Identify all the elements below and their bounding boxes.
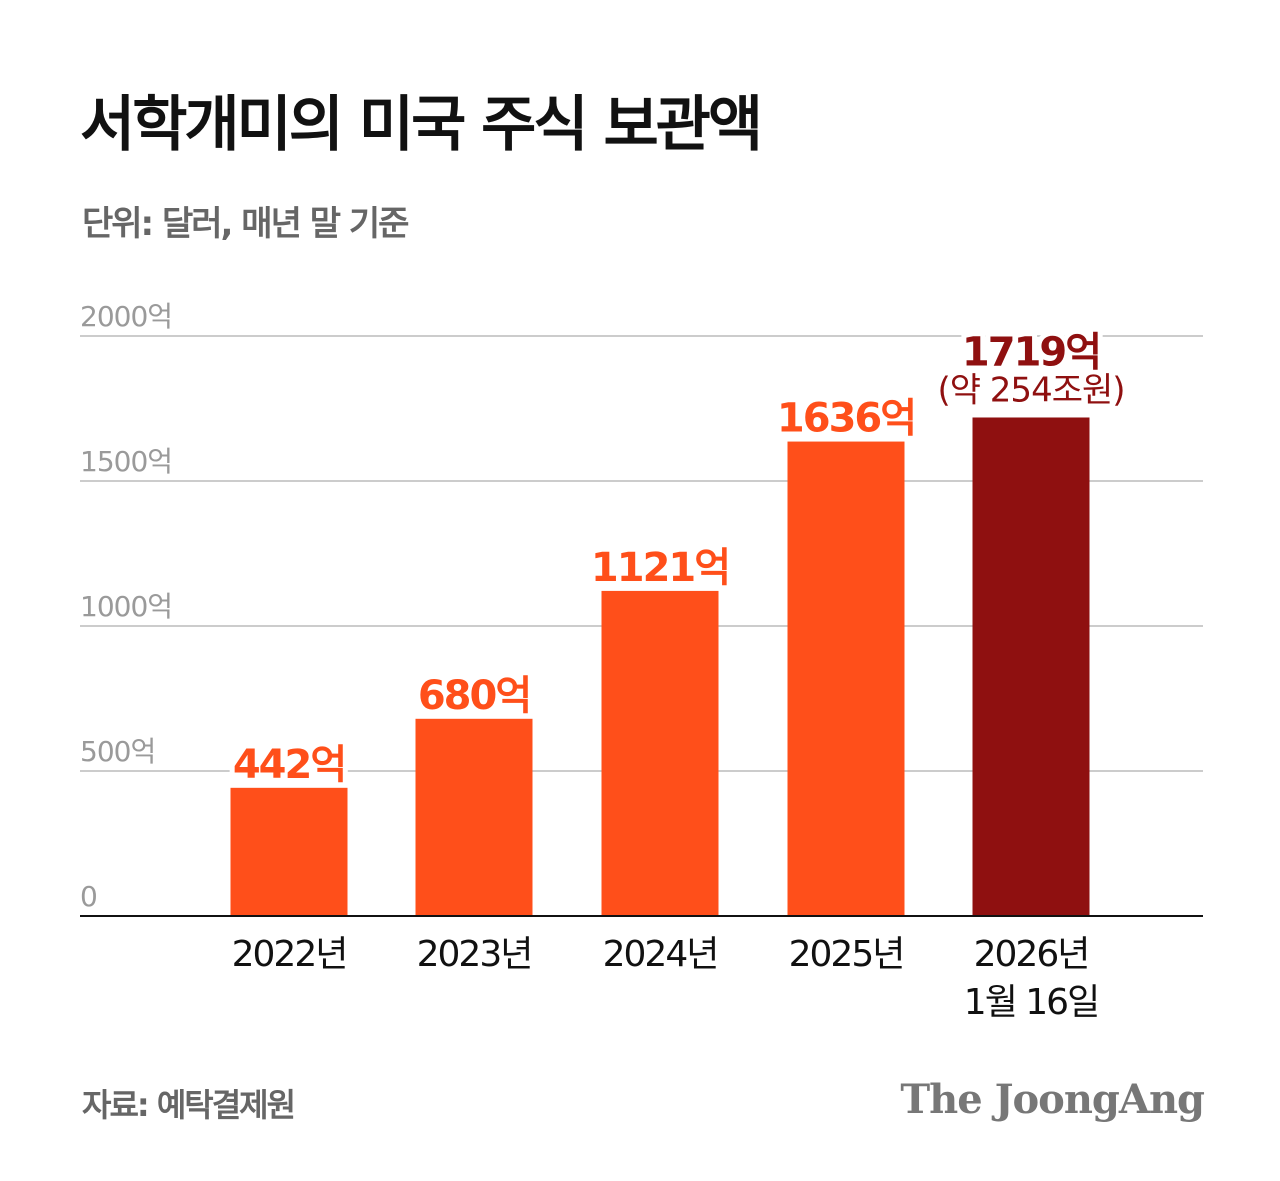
y-tick-label: 2000억 — [80, 300, 172, 333]
y-tick-label: 0 — [80, 880, 97, 913]
bar — [415, 718, 533, 916]
value-label: 1636억 — [777, 396, 915, 442]
bar — [601, 590, 719, 916]
x-tick-label: 2024년 — [603, 934, 718, 975]
x-tick-label: 2026년 — [974, 934, 1089, 975]
y-tick-label: 1000억 — [80, 590, 172, 623]
x-tick-label: 1월 16일 — [964, 982, 1098, 1023]
x-tick-label: 2023년 — [417, 934, 532, 975]
value-label: 680억 — [418, 673, 530, 719]
chart-subtitle: 단위: 달러, 매년 말 기준 — [82, 204, 409, 244]
chart-title: 서학개미의 미국 주식 보관액 — [80, 90, 763, 160]
y-tick-label: 500억 — [80, 735, 155, 768]
bar — [972, 417, 1090, 916]
value-sublabel: (약 254조원) — [937, 370, 1124, 410]
bar — [787, 441, 905, 916]
value-label: 1719억 — [962, 329, 1100, 375]
publisher-logo: The JoongAng — [900, 1076, 1205, 1123]
source-note: 자료: 예탁결제원 — [82, 1086, 296, 1124]
y-tick-label: 1500억 — [80, 445, 172, 478]
x-tick-label: 2022년 — [232, 934, 347, 975]
value-label: 1121억 — [591, 545, 729, 591]
bar — [230, 787, 348, 916]
x-tick-label: 2025년 — [789, 934, 904, 975]
value-label: 442억 — [233, 742, 345, 788]
